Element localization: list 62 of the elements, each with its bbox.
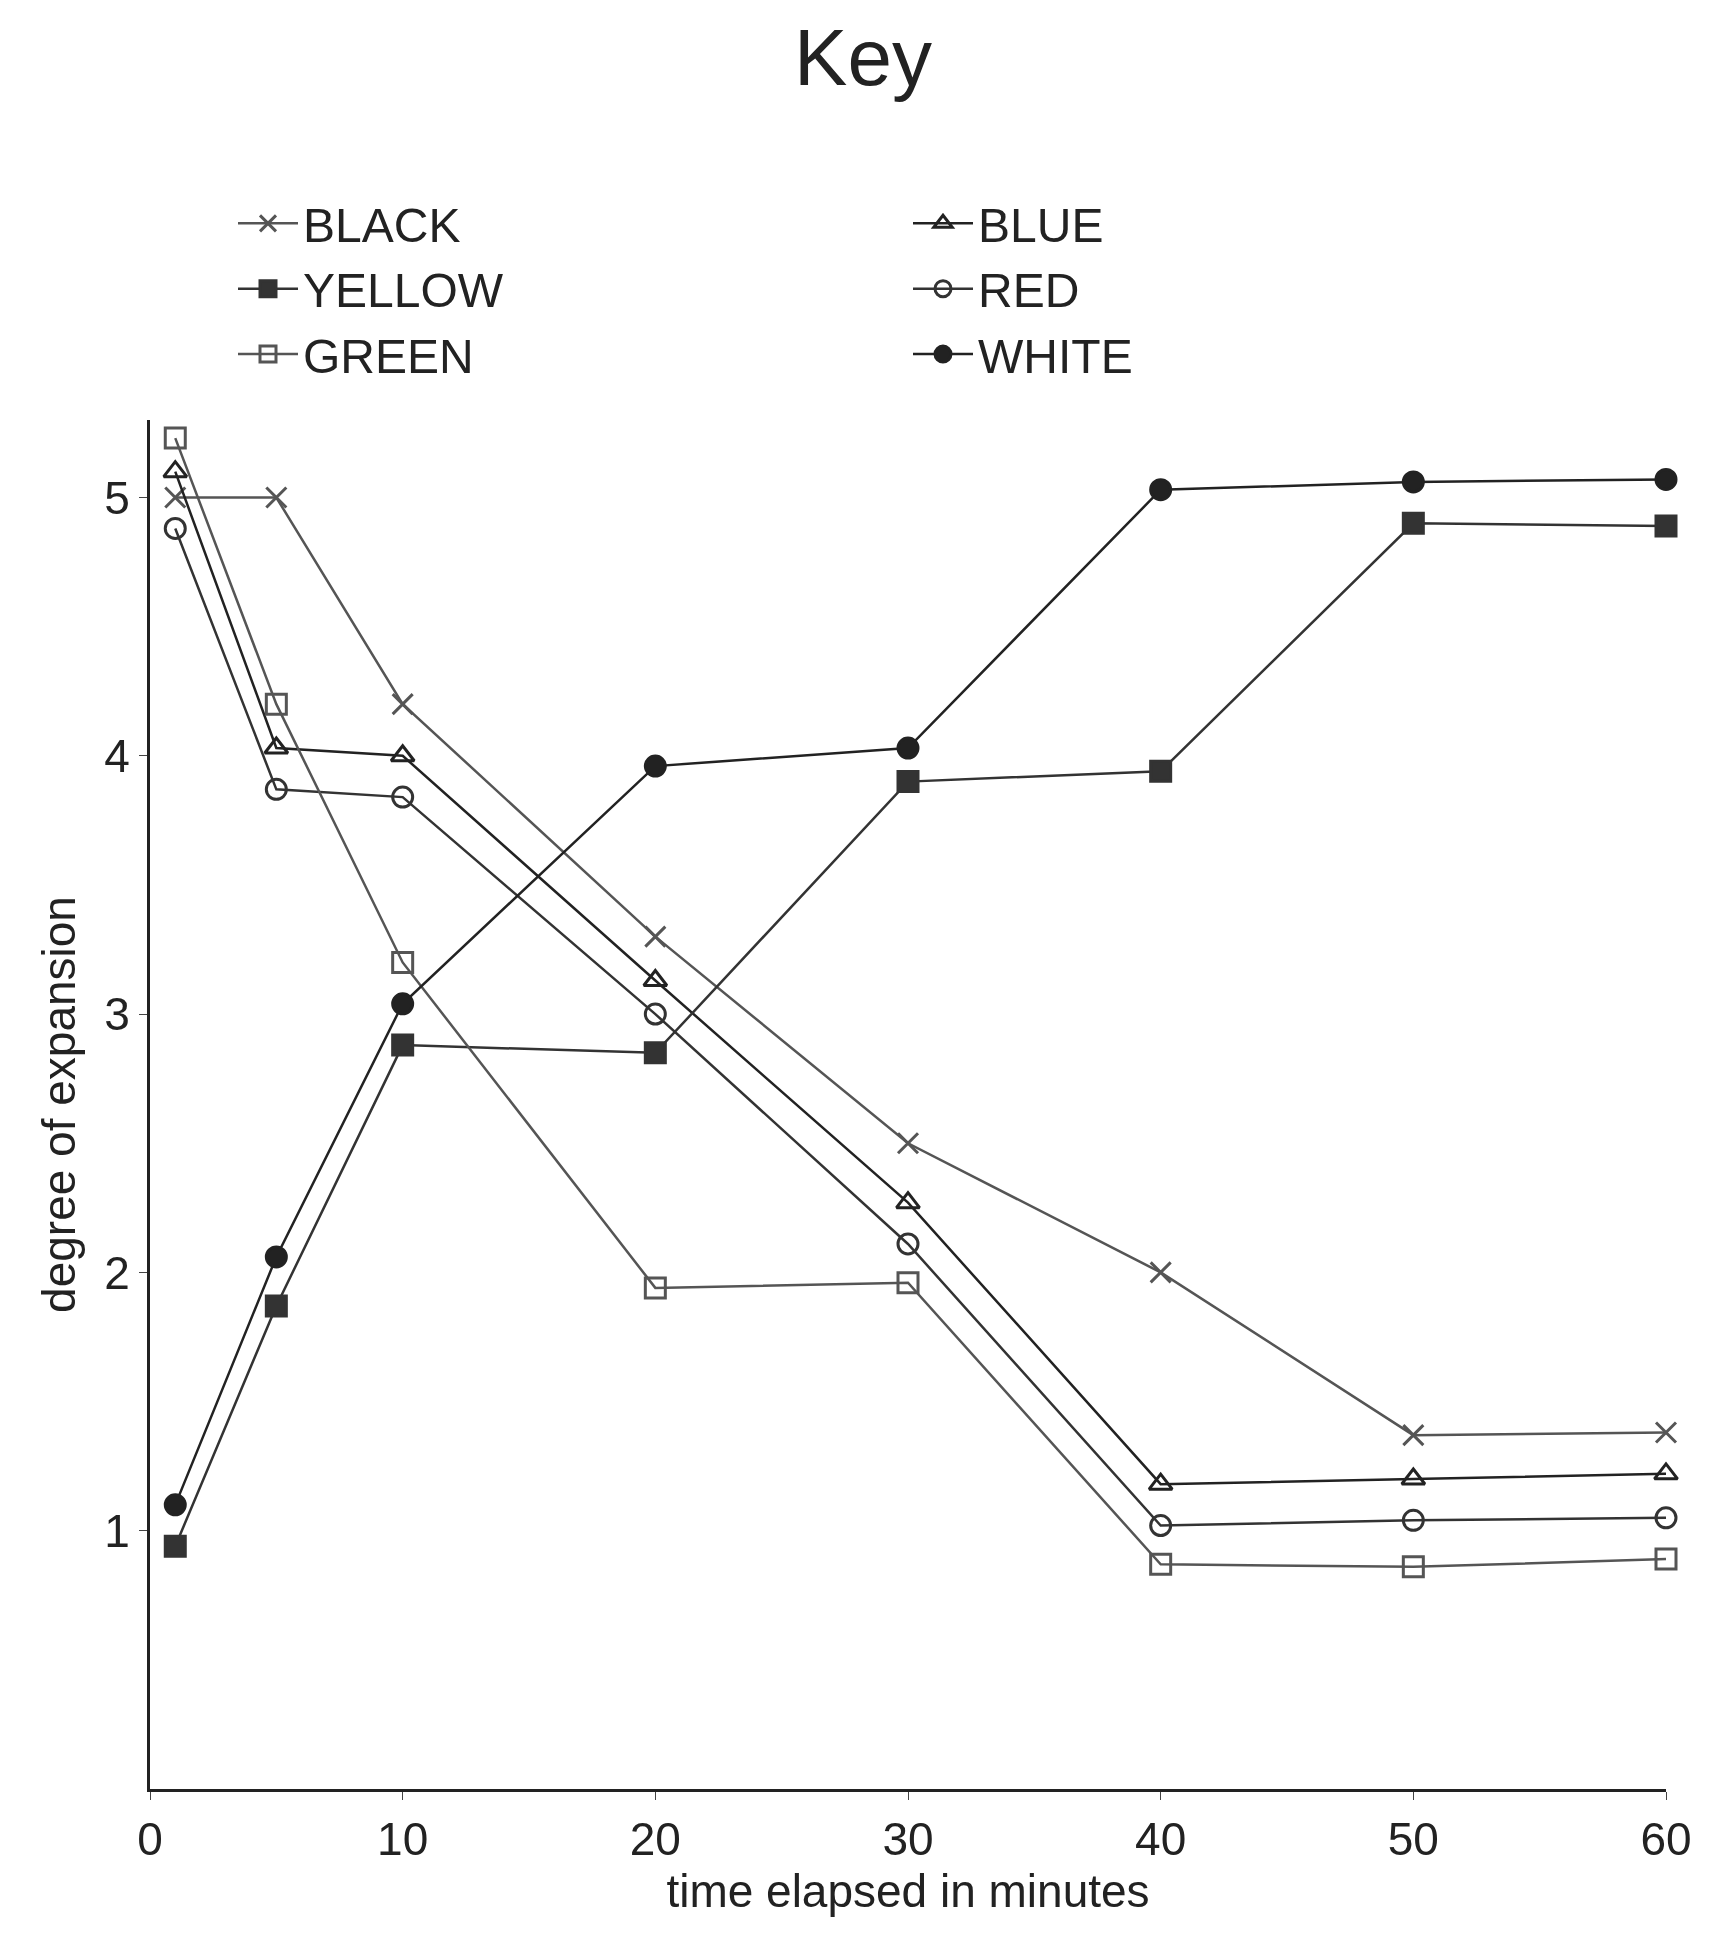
x-tick-label: 0 [137,1813,163,1866]
point [1654,1421,1678,1445]
point [1401,511,1425,535]
point [1149,1260,1173,1284]
point [1654,1506,1678,1530]
point [1149,1514,1173,1538]
point [642,969,669,988]
point [1401,1508,1425,1532]
point [1401,1555,1425,1579]
point [896,736,920,760]
legend-label: WHITE [978,329,1133,383]
point [163,516,187,540]
x-tick-label: 20 [629,1813,681,1866]
y-tick-label: 1 [104,1504,130,1557]
point [162,460,189,479]
point [391,950,415,974]
x-axis-title: time elapsed in minutes [666,1865,1150,1918]
legend-label: BLACK [303,199,461,253]
point [896,1232,920,1256]
point [264,692,288,716]
point [1149,759,1173,783]
point [1654,1547,1678,1571]
y-axis-title: degree of expansion [32,896,85,1313]
point [1149,1552,1173,1576]
point [1654,467,1678,491]
point [643,1276,667,1300]
point [264,777,288,801]
point [264,485,288,509]
point [264,1245,288,1269]
point [1401,470,1425,494]
point [391,785,415,809]
point [896,1131,920,1155]
point [1149,478,1173,502]
point [163,1493,187,1517]
point [1654,514,1678,538]
point [896,770,920,794]
x-tick-label: 10 [377,1813,429,1866]
point [391,1033,415,1057]
x-tick-label: 50 [1387,1813,1439,1866]
point [643,1002,667,1026]
point [643,1041,667,1065]
point [264,1294,288,1318]
chart-title: Key [794,13,932,103]
y-tick-label: 5 [104,471,130,524]
x-tick-label: 40 [1135,1813,1187,1866]
point [163,485,187,509]
point [391,692,415,716]
point [163,426,187,450]
y-tick-label: 2 [104,1246,130,1299]
x-tick-label: 30 [882,1813,934,1866]
point [163,1534,187,1558]
legend-label: RED [978,264,1080,318]
y-tick-label: 4 [104,729,130,782]
legend-label: YELLOW [303,264,504,318]
point [643,754,667,778]
point [391,992,415,1016]
point [1401,1423,1425,1447]
point [896,1271,920,1295]
legend-label: GREEN [303,329,474,383]
y-tick-label: 3 [104,988,130,1041]
x-tick-label: 60 [1640,1813,1692,1866]
legend-label: BLUE [978,199,1104,253]
